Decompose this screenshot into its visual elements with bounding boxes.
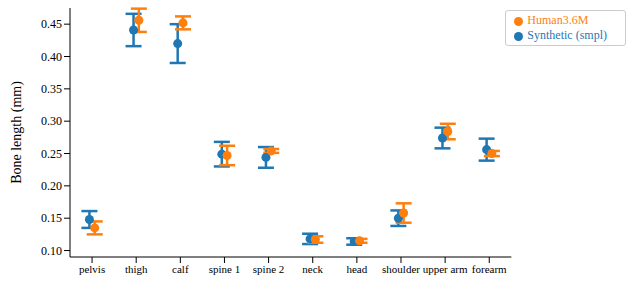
svg-text:spine 2: spine 2 xyxy=(253,263,284,275)
svg-text:calf: calf xyxy=(172,263,189,275)
svg-text:head: head xyxy=(346,263,367,275)
html-text:Synthetic (smpl): Synthetic (smpl) xyxy=(527,28,607,42)
svg-text:forearm: forearm xyxy=(472,263,507,275)
svg-text:Bone length (mm): Bone length (mm) xyxy=(9,81,25,184)
svg-text:0.10: 0.10 xyxy=(41,244,62,258)
html-text:Human3.6M: Human3.6M xyxy=(527,13,589,27)
svg-text:0.25: 0.25 xyxy=(41,147,62,161)
svg-text:0.20: 0.20 xyxy=(41,179,62,193)
svg-text:0.40: 0.40 xyxy=(41,50,62,64)
svg-text:neck: neck xyxy=(302,263,323,275)
svg-text:shoulder: shoulder xyxy=(382,263,420,275)
svg-text:0.35: 0.35 xyxy=(41,82,62,96)
svg-text:upper arm: upper arm xyxy=(423,263,468,275)
svg-text:0.45: 0.45 xyxy=(41,17,62,31)
svg-text:pelvis: pelvis xyxy=(79,263,105,275)
svg-text:0.30: 0.30 xyxy=(41,114,62,128)
svg-text:spine 1: spine 1 xyxy=(209,263,240,275)
svg-text:thigh: thigh xyxy=(125,263,148,275)
svg-text:0.15: 0.15 xyxy=(41,211,62,225)
